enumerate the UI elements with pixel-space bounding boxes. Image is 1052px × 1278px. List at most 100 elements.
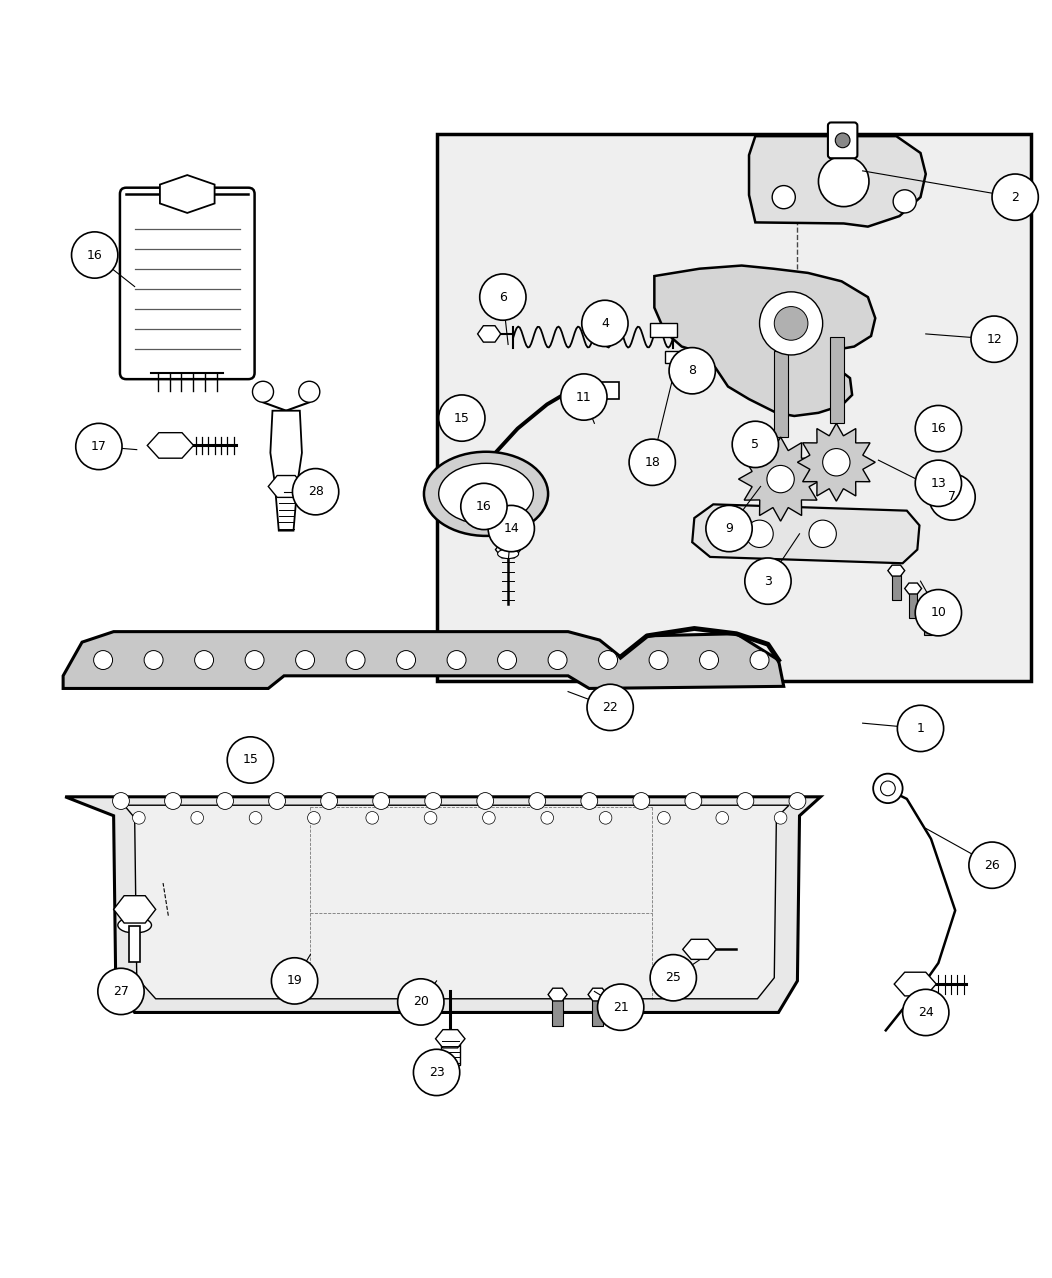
Circle shape bbox=[582, 300, 628, 346]
Bar bbox=[924, 606, 932, 635]
Circle shape bbox=[480, 273, 526, 321]
Circle shape bbox=[818, 156, 869, 207]
Circle shape bbox=[971, 316, 1017, 363]
Polygon shape bbox=[894, 973, 936, 996]
Ellipse shape bbox=[118, 918, 151, 933]
Text: 2: 2 bbox=[1011, 190, 1019, 203]
Text: 13: 13 bbox=[931, 477, 946, 489]
Circle shape bbox=[94, 651, 113, 670]
Text: 3: 3 bbox=[764, 575, 772, 588]
Text: 7: 7 bbox=[948, 491, 956, 504]
Circle shape bbox=[561, 374, 607, 420]
Circle shape bbox=[649, 651, 668, 670]
Bar bbox=[129, 927, 140, 962]
Bar bbox=[909, 588, 917, 619]
Circle shape bbox=[268, 792, 285, 809]
Text: 26: 26 bbox=[985, 859, 999, 872]
Polygon shape bbox=[124, 805, 789, 999]
Circle shape bbox=[774, 812, 787, 824]
Bar bbox=[892, 570, 901, 601]
Circle shape bbox=[581, 792, 598, 809]
Polygon shape bbox=[797, 423, 875, 501]
Text: 19: 19 bbox=[287, 974, 302, 988]
Circle shape bbox=[706, 505, 752, 552]
Circle shape bbox=[483, 812, 495, 824]
Circle shape bbox=[292, 469, 339, 515]
FancyBboxPatch shape bbox=[120, 188, 255, 380]
Circle shape bbox=[397, 651, 416, 670]
Circle shape bbox=[227, 737, 274, 783]
Text: 1: 1 bbox=[916, 722, 925, 735]
Circle shape bbox=[969, 842, 1015, 888]
Circle shape bbox=[737, 792, 754, 809]
Circle shape bbox=[599, 651, 618, 670]
Polygon shape bbox=[63, 631, 784, 689]
Circle shape bbox=[548, 651, 567, 670]
Circle shape bbox=[732, 422, 778, 468]
Polygon shape bbox=[437, 134, 1031, 681]
Polygon shape bbox=[888, 565, 905, 576]
Circle shape bbox=[915, 405, 962, 451]
Circle shape bbox=[372, 792, 389, 809]
Circle shape bbox=[321, 792, 338, 809]
Circle shape bbox=[881, 781, 895, 796]
Circle shape bbox=[893, 190, 916, 213]
Polygon shape bbox=[114, 896, 156, 923]
Text: 21: 21 bbox=[613, 1001, 628, 1013]
Polygon shape bbox=[692, 505, 919, 564]
Bar bbox=[774, 350, 788, 437]
Ellipse shape bbox=[439, 464, 533, 524]
Polygon shape bbox=[270, 410, 302, 530]
Polygon shape bbox=[683, 939, 716, 960]
Polygon shape bbox=[588, 988, 607, 1001]
Circle shape bbox=[929, 474, 975, 520]
Circle shape bbox=[745, 558, 791, 604]
Circle shape bbox=[461, 483, 507, 529]
Text: 12: 12 bbox=[987, 332, 1002, 345]
Circle shape bbox=[650, 955, 696, 1001]
Circle shape bbox=[529, 792, 546, 809]
Circle shape bbox=[98, 969, 144, 1015]
Circle shape bbox=[629, 440, 675, 486]
Polygon shape bbox=[436, 1030, 465, 1048]
Text: 10: 10 bbox=[930, 606, 947, 620]
Bar bbox=[592, 994, 603, 1026]
Circle shape bbox=[488, 505, 534, 552]
Circle shape bbox=[700, 651, 719, 670]
Circle shape bbox=[774, 307, 808, 340]
Circle shape bbox=[195, 651, 214, 670]
Circle shape bbox=[823, 449, 850, 475]
Polygon shape bbox=[160, 175, 215, 213]
Circle shape bbox=[249, 812, 262, 824]
Circle shape bbox=[772, 185, 795, 208]
Text: 8: 8 bbox=[688, 364, 696, 377]
Circle shape bbox=[398, 979, 444, 1025]
Text: 24: 24 bbox=[918, 1006, 933, 1019]
Circle shape bbox=[915, 460, 962, 506]
Text: 16: 16 bbox=[87, 248, 102, 262]
Text: 15: 15 bbox=[453, 412, 470, 424]
Circle shape bbox=[413, 1049, 460, 1095]
Circle shape bbox=[296, 651, 315, 670]
Circle shape bbox=[498, 651, 517, 670]
Polygon shape bbox=[65, 796, 821, 1012]
Text: 14: 14 bbox=[504, 521, 519, 535]
Text: 25: 25 bbox=[665, 971, 682, 984]
Circle shape bbox=[307, 812, 320, 824]
Circle shape bbox=[76, 423, 122, 469]
Circle shape bbox=[716, 812, 729, 824]
Polygon shape bbox=[478, 326, 501, 343]
Polygon shape bbox=[739, 437, 823, 521]
Text: 16: 16 bbox=[931, 422, 946, 435]
Ellipse shape bbox=[424, 451, 548, 535]
Circle shape bbox=[190, 812, 203, 824]
Text: 28: 28 bbox=[307, 486, 324, 498]
Text: 27: 27 bbox=[113, 985, 129, 998]
Polygon shape bbox=[495, 542, 521, 557]
Text: 20: 20 bbox=[412, 996, 429, 1008]
Polygon shape bbox=[654, 266, 875, 415]
Circle shape bbox=[598, 984, 644, 1030]
Text: 4: 4 bbox=[601, 317, 609, 330]
Circle shape bbox=[992, 174, 1038, 220]
Circle shape bbox=[133, 812, 145, 824]
